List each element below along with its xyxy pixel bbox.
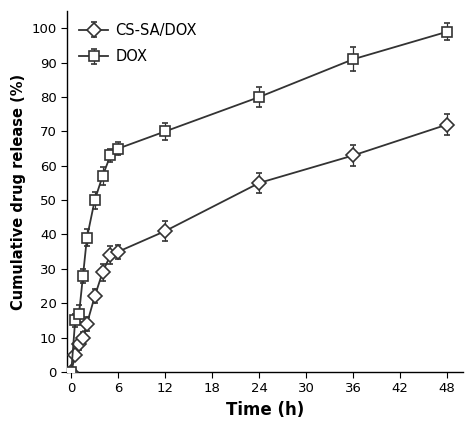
Legend: CS-SA/DOX, DOX: CS-SA/DOX, DOX — [74, 18, 201, 69]
Y-axis label: Cumulative drug release (%): Cumulative drug release (%) — [11, 74, 26, 310]
X-axis label: Time (h): Time (h) — [226, 401, 304, 419]
